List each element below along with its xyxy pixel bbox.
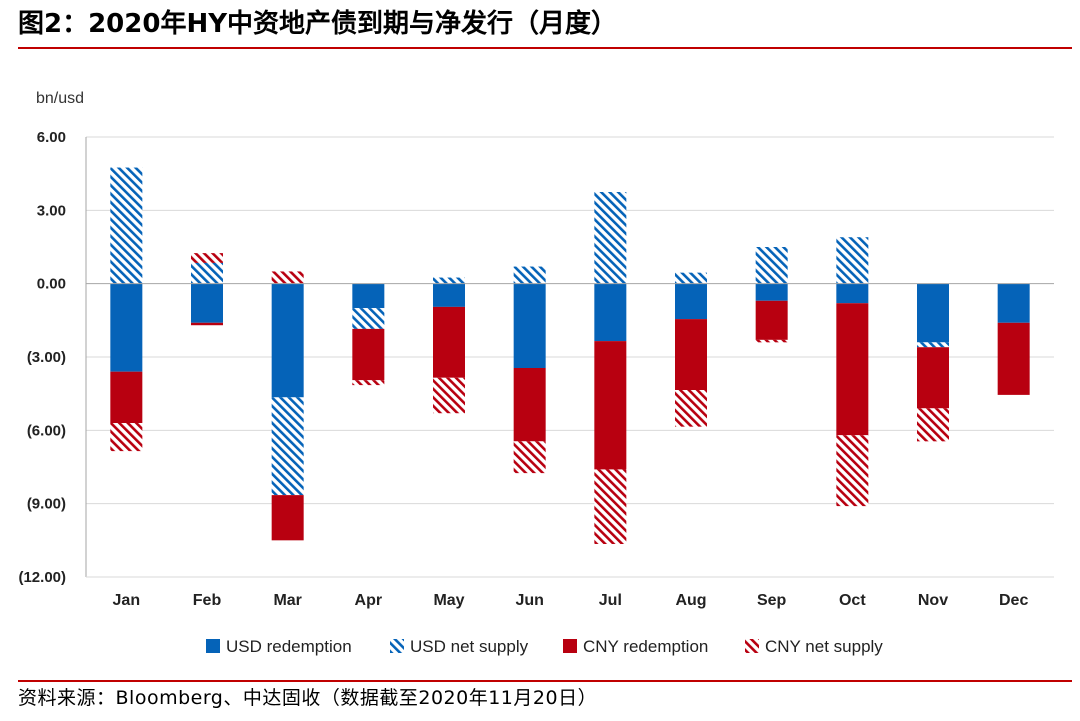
legend-label-usd_red: USD redemption: [226, 637, 352, 656]
legend-label-usd_net: USD net supply: [410, 637, 529, 656]
legend: USD redemption USD net supply CNY redempti…: [206, 637, 883, 656]
bar-cny_red-dec: [997, 322, 1030, 395]
bar-cny_net-apr: [352, 380, 385, 386]
bar-cny_red-jul: [594, 341, 627, 470]
bar-usd_red-mar: [271, 283, 304, 398]
bar-cny_net-jan: [110, 423, 143, 452]
x-tick-label: Dec: [999, 592, 1028, 609]
bar-cny_net-jul: [594, 469, 627, 544]
x-tick-label: Mar: [273, 592, 301, 609]
bar-usd_red-dec: [997, 283, 1030, 323]
bar-cny_net-mar: [271, 271, 304, 284]
source-rule: [18, 680, 1072, 682]
bars: [110, 167, 1030, 544]
bar-cny_red-jan: [110, 371, 143, 423]
bar-usd_red-nov: [917, 283, 949, 343]
bar-cny_net-nov: [917, 408, 949, 442]
bar-usd_red-apr: [352, 283, 385, 309]
bar-usd_net-may: [433, 277, 465, 284]
x-tick-label: Aug: [675, 592, 706, 609]
bar-usd_net-apr: [352, 308, 385, 329]
bar-usd_red-may: [433, 283, 465, 307]
y-tick-label: (9.00): [27, 496, 66, 513]
bar-usd_red-jul: [594, 283, 627, 342]
x-tick-label: Sep: [757, 592, 787, 609]
bar-cny_net-oct: [836, 435, 869, 507]
bar-usd_red-jun: [513, 283, 546, 368]
bar-usd_net-jul: [594, 192, 627, 284]
bar-cny_net-jun: [513, 441, 546, 474]
bar-cny_red-aug: [675, 319, 707, 390]
bar-usd_red-feb: [191, 283, 223, 323]
bar-usd_red-aug: [675, 283, 707, 320]
title-rule: [18, 47, 1072, 49]
bar-usd_net-feb: [191, 262, 223, 284]
bar-cny_red-apr: [352, 328, 385, 381]
x-tick-label: Jul: [599, 592, 622, 609]
bar-cny_net-aug: [675, 390, 707, 427]
x-tick-label: Jan: [113, 592, 141, 609]
x-axis-categories: Jan Feb Mar Apr May Jun Jul Aug Sep Oct Nov Dec: [113, 592, 1029, 609]
bar-cny_red-mar: [271, 495, 304, 541]
bar-cny_red-may: [433, 306, 465, 378]
bar-cny_red-jun: [513, 368, 546, 442]
legend-swatch-cny_red: [563, 639, 577, 653]
legend-label-cny_red: CNY redemption: [583, 637, 708, 656]
bar-usd_red-jan: [110, 283, 143, 372]
x-tick-label: May: [433, 592, 464, 609]
bar-usd_net-jan: [110, 167, 143, 284]
bar-cny_red-feb: [191, 322, 223, 326]
legend-swatch-usd_net: [390, 639, 404, 653]
x-tick-label: Feb: [193, 592, 222, 609]
y-tick-label: (12.00): [18, 569, 66, 586]
bar-usd_net-mar: [271, 397, 304, 496]
bar-usd_red-sep: [755, 283, 788, 301]
y-tick-label: 3.00: [37, 202, 66, 219]
x-tick-label: Jun: [515, 592, 543, 609]
bar-cny_net-feb: [191, 253, 223, 263]
bar-usd_net-jun: [513, 266, 546, 284]
y-tick-label: (6.00): [27, 422, 66, 439]
source-note: 资料来源：Bloomberg、中达固收（数据截至2020年11月20日）: [18, 687, 598, 709]
x-tick-label: Nov: [918, 592, 948, 609]
bar-usd_net-sep: [755, 247, 788, 284]
y-tick-label: 0.00: [37, 276, 66, 293]
y-tick-label: 6.00: [37, 129, 66, 146]
legend-label-cny_net: CNY net supply: [765, 637, 883, 656]
y-axis-ticks: 6.00 3.00 0.00 (3.00) (6.00) (9.00) (12.00): [18, 129, 66, 586]
bar-usd_net-oct: [836, 237, 869, 284]
x-tick-label: Oct: [839, 592, 866, 609]
y-unit-label: bn/usd: [36, 90, 84, 107]
legend-swatch-cny_net: [745, 639, 759, 653]
bar-usd_net-nov: [917, 342, 949, 348]
bar-usd_net-aug: [675, 272, 707, 284]
y-tick-label: (3.00): [27, 349, 66, 366]
stacked-bar-chart: bn/usd 6.00 3.00 0.00 (3.00) (6.00) (9.00) (12…: [18, 90, 1054, 656]
legend-swatch-usd_red: [206, 639, 220, 653]
bar-cny_red-sep: [755, 300, 788, 340]
bar-cny_net-may: [433, 377, 465, 414]
figure-title: 图2：2020年HY中资地产债到期与净发行（月度）: [18, 9, 618, 39]
bar-cny_net-sep: [755, 339, 788, 343]
bar-usd_red-oct: [836, 283, 869, 304]
gridlines: [86, 136, 1054, 578]
bar-cny_red-oct: [836, 303, 869, 436]
bar-cny_red-nov: [917, 347, 949, 409]
axes: [85, 137, 1054, 578]
x-tick-label: Apr: [355, 592, 383, 609]
